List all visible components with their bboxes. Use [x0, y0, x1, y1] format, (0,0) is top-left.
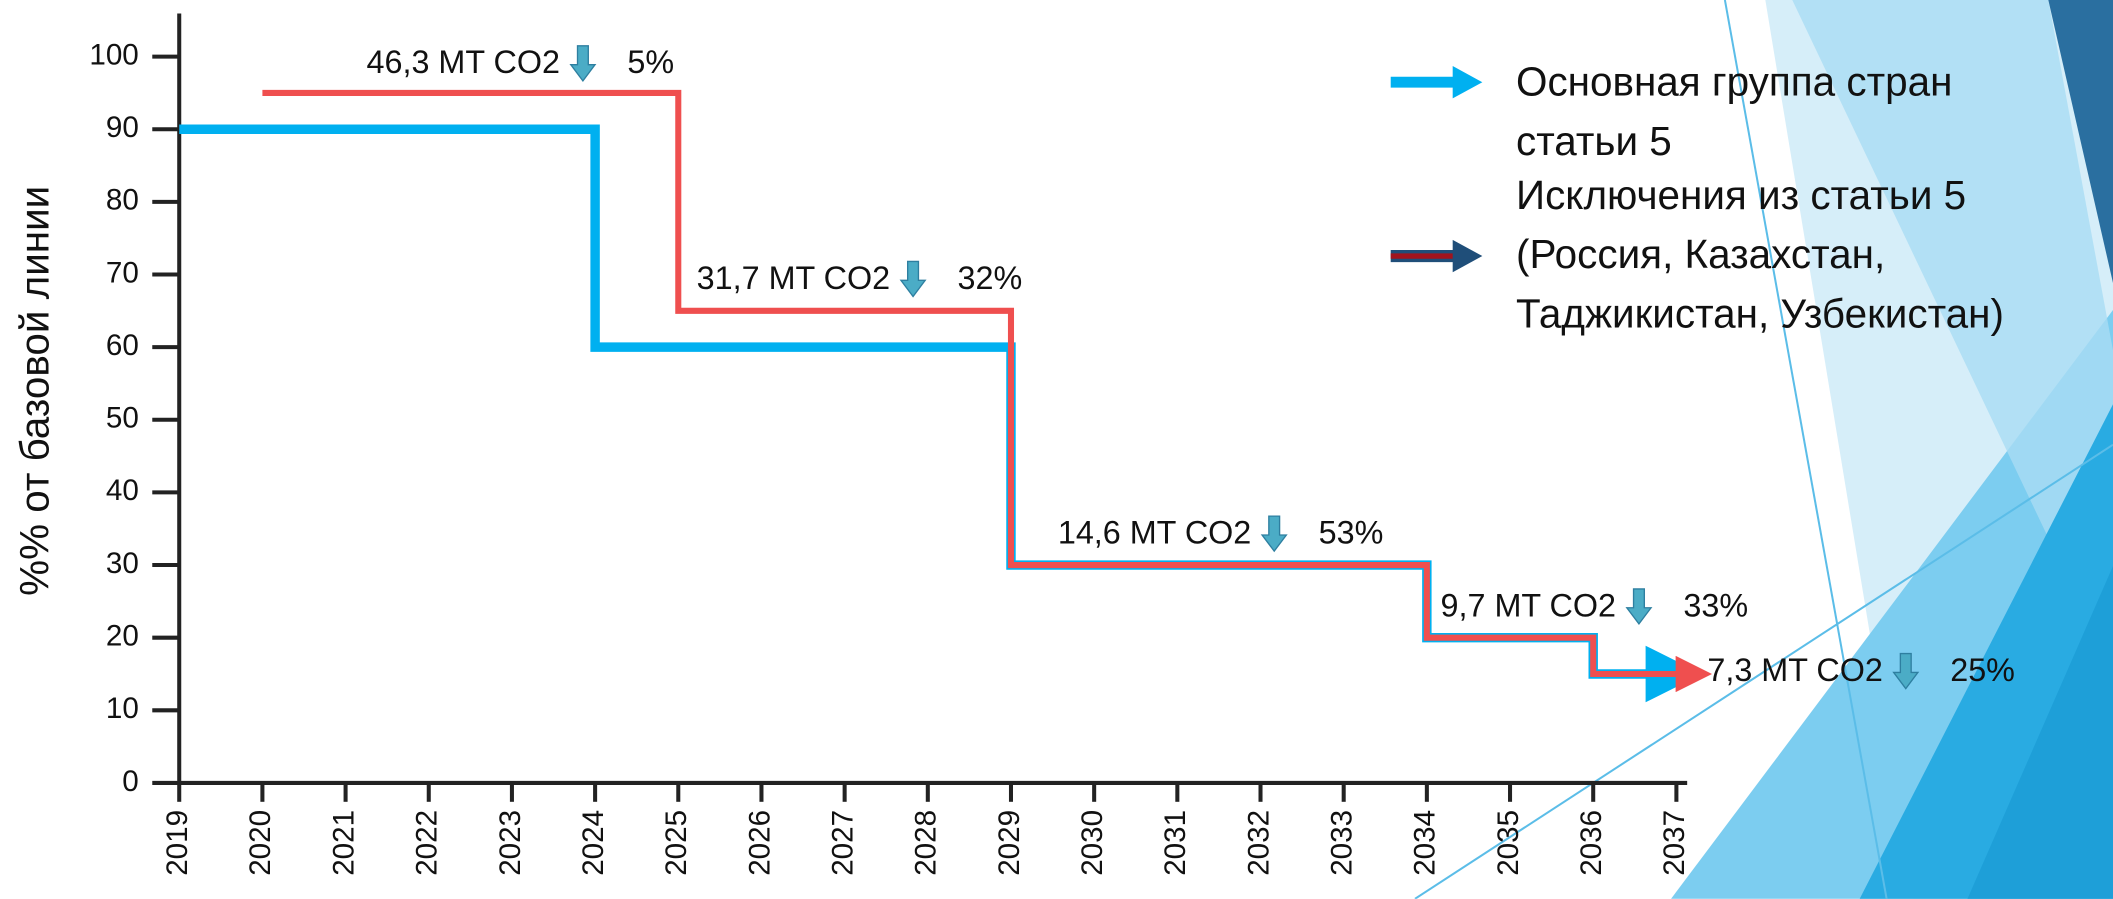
x-tick-label: 2021	[327, 810, 360, 876]
x-tick-label: 2023	[494, 810, 527, 876]
annotation: 7,3 MT CO2 25%	[1707, 652, 2015, 690]
down-arrow-icon	[1892, 652, 1920, 690]
x-tick-label: 2029	[993, 810, 1026, 876]
x-tick-label: 2020	[244, 810, 277, 876]
legend-entry: Исключения из статьи 5 (Россия, Казахста…	[1516, 173, 2004, 337]
x-tick-label: 2025	[660, 810, 693, 876]
x-tick-label: 2032	[1242, 810, 1275, 876]
step-line	[179, 124, 1703, 703]
down-arrow-icon	[1260, 515, 1288, 553]
x-tick-label: 2034	[1409, 810, 1442, 876]
x-tick-label: 2024	[577, 810, 610, 876]
down-arrow-icon	[1625, 588, 1653, 626]
down-arrow-icon	[569, 45, 597, 82]
annotation-change: 32%	[958, 260, 1023, 296]
y-tick-label: 10	[106, 692, 139, 725]
y-tick-label: 60	[106, 329, 139, 362]
y-axis-label: %% от базовой линии	[11, 186, 57, 596]
x-tick-label: 2031	[1159, 810, 1192, 876]
y-tick-label: 30	[106, 547, 139, 580]
annotation-change: 25%	[1950, 652, 2015, 688]
y-tick-label: 50	[106, 402, 139, 435]
annotation-change: 5%	[627, 44, 674, 80]
annotation: 9,7 MT CO2 33%	[1441, 587, 1748, 626]
annotation-text: 46,3 MT CO2	[367, 44, 560, 80]
x-tick-label: 2022	[411, 810, 444, 876]
legend-arrow	[1452, 66, 1483, 99]
x-tick-label: 2028	[910, 810, 943, 876]
down-arrow-icon	[899, 260, 927, 298]
y-tick-label: 40	[106, 474, 139, 507]
y-tick-label: 90	[106, 111, 139, 144]
x-tick-label: 2026	[743, 810, 776, 876]
x-tick-label: 2035	[1492, 810, 1525, 876]
annotation-text: 31,7 MT CO2	[697, 260, 890, 296]
y-tick-label: 20	[106, 620, 139, 653]
annotation-text: 7,3 MT CO2	[1707, 652, 1882, 688]
y-tick-label: 80	[106, 184, 139, 217]
step-line	[262, 89, 1712, 693]
x-tick-label: 2037	[1658, 810, 1691, 876]
x-tick-label: 2030	[1076, 810, 1109, 876]
annotation-text: 14,6 MT CO2	[1058, 515, 1251, 551]
annotation-change: 53%	[1319, 515, 1384, 551]
annotation: 14,6 MT CO2 53%	[1058, 515, 1384, 553]
x-tick-label: 2027	[826, 810, 859, 876]
legend-entry: Основная группа стран статьи 5	[1516, 60, 1953, 165]
annotation: 46,3 MT CO2 5%	[367, 44, 674, 82]
x-tick-label: 2019	[161, 810, 194, 876]
x-tick-label: 2036	[1575, 810, 1608, 876]
annotation-change: 33%	[1683, 587, 1748, 623]
y-tick-label: 70	[106, 256, 139, 289]
annotation: 31,7 MT CO2 32%	[697, 260, 1023, 298]
x-tick-label: 2033	[1326, 810, 1359, 876]
y-tick-label: 100	[89, 38, 138, 71]
y-tick-label: 0	[122, 765, 138, 798]
annotation-text: 9,7 MT CO2	[1441, 587, 1616, 623]
legend-arrow	[1452, 239, 1483, 273]
